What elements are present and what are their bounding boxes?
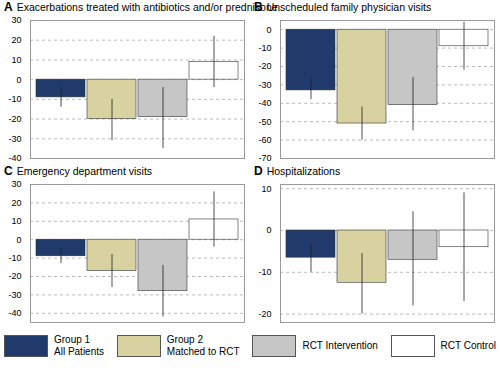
svg-text:-20: -20 — [8, 114, 21, 124]
svg-text:-10: -10 — [8, 253, 21, 263]
svg-text:0: 0 — [16, 235, 21, 245]
svg-text:-10: -10 — [258, 43, 271, 53]
svg-text:-60: -60 — [258, 135, 271, 145]
svg-text:30: 30 — [11, 179, 21, 189]
svg-text:-20: -20 — [8, 271, 21, 281]
svg-text:-70: -70 — [258, 153, 271, 163]
svg-text:-40: -40 — [8, 153, 21, 163]
svg-text:-40: -40 — [8, 308, 21, 318]
svg-text:10: 10 — [261, 184, 271, 194]
svg-text:30: 30 — [11, 15, 21, 25]
html-text:RCT Control: RCT Control — [440, 340, 496, 351]
svg-text:-50: -50 — [258, 117, 271, 127]
svg-text:-20: -20 — [258, 309, 271, 319]
html-text:RCT Intervention: RCT Intervention — [302, 340, 378, 351]
svg-text:-40: -40 — [258, 98, 271, 108]
svg-text:-10: -10 — [258, 267, 271, 277]
svg-text:0: 0 — [266, 25, 271, 35]
html-text:B Unscheduled family physician: B Unscheduled family physician visits — [254, 0, 432, 14]
svg-text:20: 20 — [11, 198, 21, 208]
svg-text:20: 20 — [11, 35, 21, 45]
svg-text:0: 0 — [16, 75, 21, 85]
svg-text:-30: -30 — [258, 80, 271, 90]
svg-text:-30: -30 — [8, 134, 21, 144]
svg-text:0: 0 — [266, 225, 271, 235]
svg-text:10: 10 — [11, 55, 21, 65]
svg-text:-30: -30 — [8, 290, 21, 300]
svg-text:-20: -20 — [258, 61, 271, 71]
html-text:A Exacerbations treated with a: A Exacerbations treated with antibiotics… — [4, 0, 278, 14]
svg-text:-10: -10 — [8, 94, 21, 104]
svg-text:10: 10 — [11, 216, 21, 226]
html-text:Group 2 Matched to RCT: Group 2 Matched to RCT — [166, 334, 240, 357]
html-text:Group 1 All Patients: Group 1 All Patients — [54, 334, 104, 357]
html-text:C Emergency department visits: C Emergency department visits — [4, 164, 153, 178]
html-text:D Hospitalizations: D Hospitalizations — [254, 164, 341, 178]
